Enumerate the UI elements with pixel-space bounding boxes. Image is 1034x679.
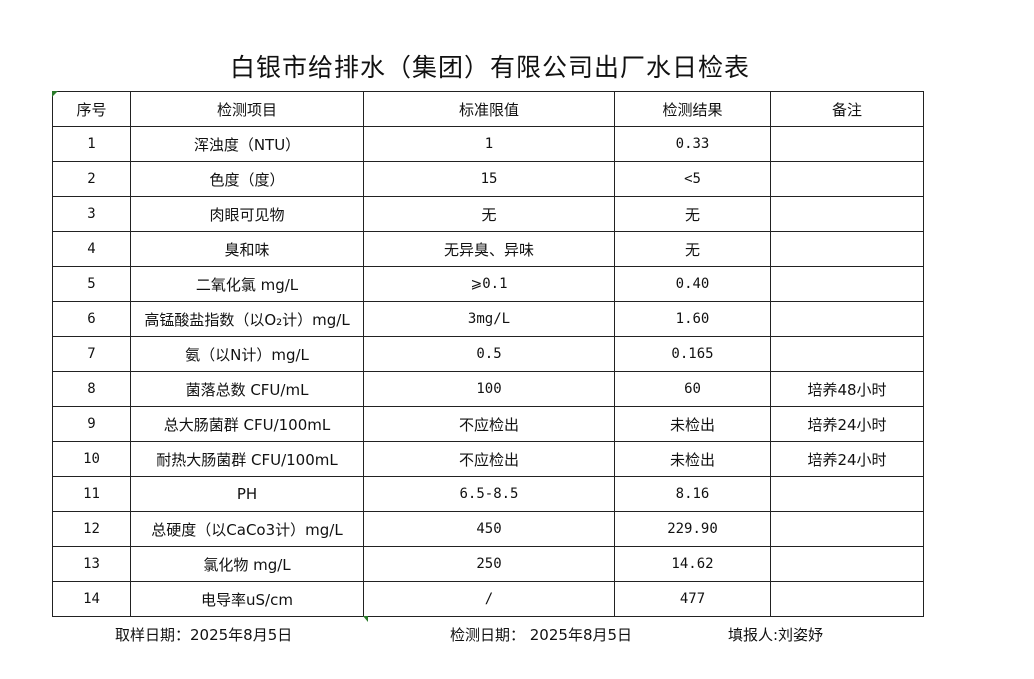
cell-remark	[770, 581, 924, 617]
table-row: 4 臭和味 无异臭、异味无	[52, 231, 924, 267]
cell-result: 0.165	[614, 336, 771, 372]
cell-result: 0.40	[614, 266, 771, 302]
cell-remark	[770, 196, 924, 232]
table-row: 14 电导率uS/cm/477	[52, 581, 924, 617]
cell-standard: 6.5-8.5	[363, 476, 615, 512]
cell-result: 无	[614, 196, 771, 232]
table-row: 11 PH 6.5-8.5 8.16	[52, 476, 924, 512]
cell-standard: 15	[363, 161, 615, 197]
cell-standard: /	[363, 581, 615, 617]
table-row: 5 二氧化氯 mg/L ⩾0.1 0.40	[52, 266, 924, 302]
cell-item: 总大肠菌群 CFU/100mL	[130, 406, 364, 442]
cell-remark	[770, 546, 924, 582]
cell-result: 477	[614, 581, 771, 617]
table-row: 3 肉眼可见物无无	[52, 196, 924, 232]
cell-standard: 1	[363, 126, 615, 162]
cell-result: 60	[614, 371, 771, 407]
cell-item: 高锰酸盐指数（以O₂计）mg/L	[130, 301, 364, 337]
table-row: 6 高锰酸盐指数（以O₂计）mg/L 3mg/L 1.60	[52, 301, 924, 337]
cell-standard: 450	[363, 511, 615, 547]
cell-standard: 250	[363, 546, 615, 582]
cell-item: 耐热大肠菌群 CFU/100mL	[130, 441, 364, 477]
table-row: 13 氯化物 mg/L 250 14.62	[52, 546, 924, 582]
cell-index: 3	[52, 196, 131, 232]
cell-index: 14	[52, 581, 131, 617]
cell-remark	[770, 336, 924, 372]
table-row: 1 浑浊度（NTU） 1 0.33	[52, 126, 924, 162]
test-date: 检测日期： 2025年8月5日	[450, 626, 633, 644]
header-index: 序号	[52, 91, 131, 127]
cell-result: 未检出	[614, 441, 771, 477]
cell-item: 肉眼可见物	[130, 196, 364, 232]
cell-standard: ⩾0.1	[363, 266, 615, 302]
table-row: 10 耐热大肠菌群 CFU/100mL 不应检出 未检出 培养24小时	[52, 441, 924, 477]
cell-remark: 培养48小时	[770, 371, 924, 407]
header-item: 检测项目	[130, 91, 364, 127]
cell-index: 7	[52, 336, 131, 372]
header-standard: 标准限值	[363, 91, 615, 127]
cell-standard: 无	[363, 196, 615, 232]
cell-remark: 培养24小时	[770, 406, 924, 442]
cell-remark: 培养24小时	[770, 441, 924, 477]
table-row: 7 氨（以N计）mg/L 0.5 0.165	[52, 336, 924, 372]
cell-index: 9	[52, 406, 131, 442]
cell-item: 氯化物 mg/L	[130, 546, 364, 582]
table-row: 12 总硬度（以CaCo3计）mg/L 450 229.90	[52, 511, 924, 547]
cell-remark	[770, 231, 924, 267]
cell-remark	[770, 301, 924, 337]
cell-standard: 不应检出	[363, 441, 615, 477]
cell-item: 总硬度（以CaCo3计）mg/L	[130, 511, 364, 547]
cell-result: 未检出	[614, 406, 771, 442]
cell-index: 6	[52, 301, 131, 337]
cell-item: 浑浊度（NTU）	[130, 126, 364, 162]
cell-index: 2	[52, 161, 131, 197]
cell-remark	[770, 476, 924, 512]
cell-item: 电导率uS/cm	[130, 581, 364, 617]
cell-result: 1.60	[614, 301, 771, 337]
table-row: 8 菌落总数 CFU/mL 100 60 培养48小时	[52, 371, 924, 407]
cell-item: 菌落总数 CFU/mL	[130, 371, 364, 407]
cell-remark	[770, 161, 924, 197]
cell-item: 氨（以N计）mg/L	[130, 336, 364, 372]
cell-remark	[770, 266, 924, 302]
cell-result: 8.16	[614, 476, 771, 512]
cell-result: 229.90	[614, 511, 771, 547]
table-row: 9 总大肠菌群 CFU/100mL 不应检出 未检出 培养24小时	[52, 406, 924, 442]
cell-standard: 3mg/L	[363, 301, 615, 337]
cell-item: PH	[130, 476, 364, 512]
cell-remark	[770, 511, 924, 547]
cell-marker	[363, 616, 368, 622]
cell-result: <5	[614, 161, 771, 197]
cell-item: 臭和味	[130, 231, 364, 267]
header-remark: 备注	[770, 91, 924, 127]
header-result: 检测结果	[614, 91, 771, 127]
page-title: 白银市给排水（集团）有限公司出厂水日检表	[229, 53, 750, 82]
cell-index: 10	[52, 441, 131, 477]
table-row: 2 色度（度） 15 <5	[52, 161, 924, 197]
cell-remark	[770, 126, 924, 162]
cell-result: 0.33	[614, 126, 771, 162]
cell-result: 无	[614, 231, 771, 267]
cell-index: 1	[52, 126, 131, 162]
sampling-date: 取样日期：2025年8月5日	[115, 626, 293, 644]
cell-index: 4	[52, 231, 131, 267]
cell-index: 13	[52, 546, 131, 582]
table-header-row: 序号 检测项目 标准限值 检测结果 备注	[52, 91, 924, 127]
reporter: 填报人:刘姿妤	[728, 626, 824, 644]
cell-standard: 100	[363, 371, 615, 407]
inspection-table: 序号 检测项目 标准限值 检测结果 备注 1 浑浊度（NTU） 1 0.33 2 色度（度…	[52, 91, 924, 617]
cell-standard: 无异臭、异味	[363, 231, 615, 267]
cell-index: 5	[52, 266, 131, 302]
cell-index: 12	[52, 511, 131, 547]
cell-item: 二氧化氯 mg/L	[130, 266, 364, 302]
cell-standard: 不应检出	[363, 406, 615, 442]
cell-result: 14.62	[614, 546, 771, 582]
cell-marker	[52, 91, 58, 97]
cell-index: 11	[52, 476, 131, 512]
cell-item: 色度（度）	[130, 161, 364, 197]
cell-standard: 0.5	[363, 336, 615, 372]
cell-index: 8	[52, 371, 131, 407]
